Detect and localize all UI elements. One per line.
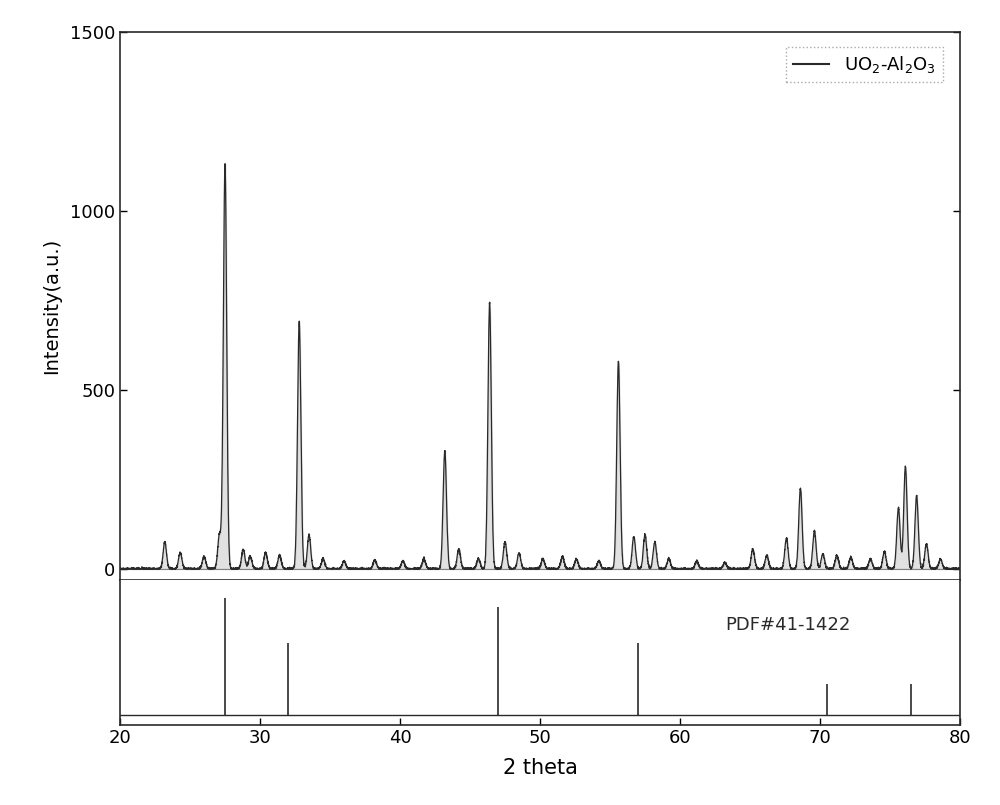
Text: PDF#41-1422: PDF#41-1422	[725, 617, 850, 634]
Y-axis label: Intensity(a.u.): Intensity(a.u.)	[42, 237, 61, 374]
X-axis label: 2 theta: 2 theta	[503, 758, 577, 778]
Legend: UO$_2$-Al$_2$O$_3$: UO$_2$-Al$_2$O$_3$	[786, 47, 943, 82]
